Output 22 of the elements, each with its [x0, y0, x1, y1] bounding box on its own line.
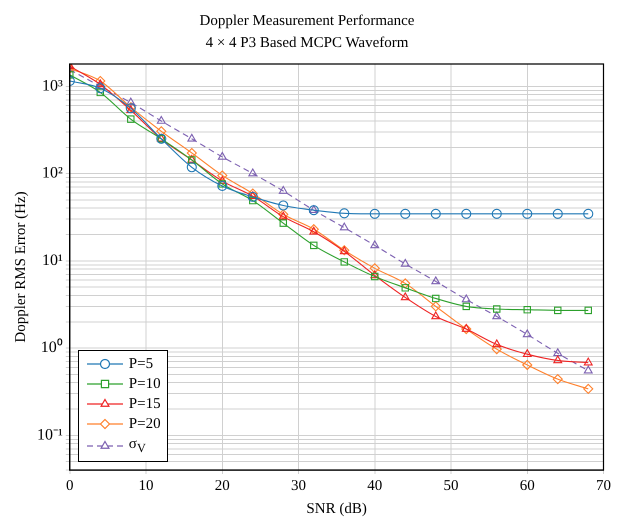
y-tick-label: 10² [42, 164, 63, 182]
y-tick-label: 10³ [42, 77, 63, 94]
legend-label: P=15 [128, 395, 161, 414]
chart-subtitle: 4 × 4 P3 Based MCPC Waveform [206, 34, 409, 51]
chart-title: Doppler Measurement Performance [200, 12, 415, 29]
x-tick-label: 70 [596, 478, 611, 494]
x-tick-label: 50 [444, 478, 459, 494]
x-tick-label: 40 [367, 478, 382, 494]
y-tick-label: 10⁻¹ [37, 426, 63, 444]
x-tick-label: 0 [66, 478, 74, 494]
x-tick-label: 60 [520, 478, 535, 494]
x-tick-label: 20 [214, 478, 230, 494]
legend-label: P=5 [128, 355, 154, 374]
y-tick-label: 10¹ [42, 252, 63, 269]
x-tick-label: 10 [138, 478, 154, 494]
y-axis-title: Doppler RMS Error (Hz) [12, 191, 29, 343]
y-tick-label: 10⁰ [40, 338, 63, 356]
legend-label: P=20 [128, 415, 161, 434]
x-tick-label: 30 [291, 478, 306, 494]
x-axis-title: SNR (dB) [306, 500, 367, 517]
legend-label: P=10 [128, 375, 161, 394]
legend-label: σ$_{V}$ [128, 435, 146, 457]
